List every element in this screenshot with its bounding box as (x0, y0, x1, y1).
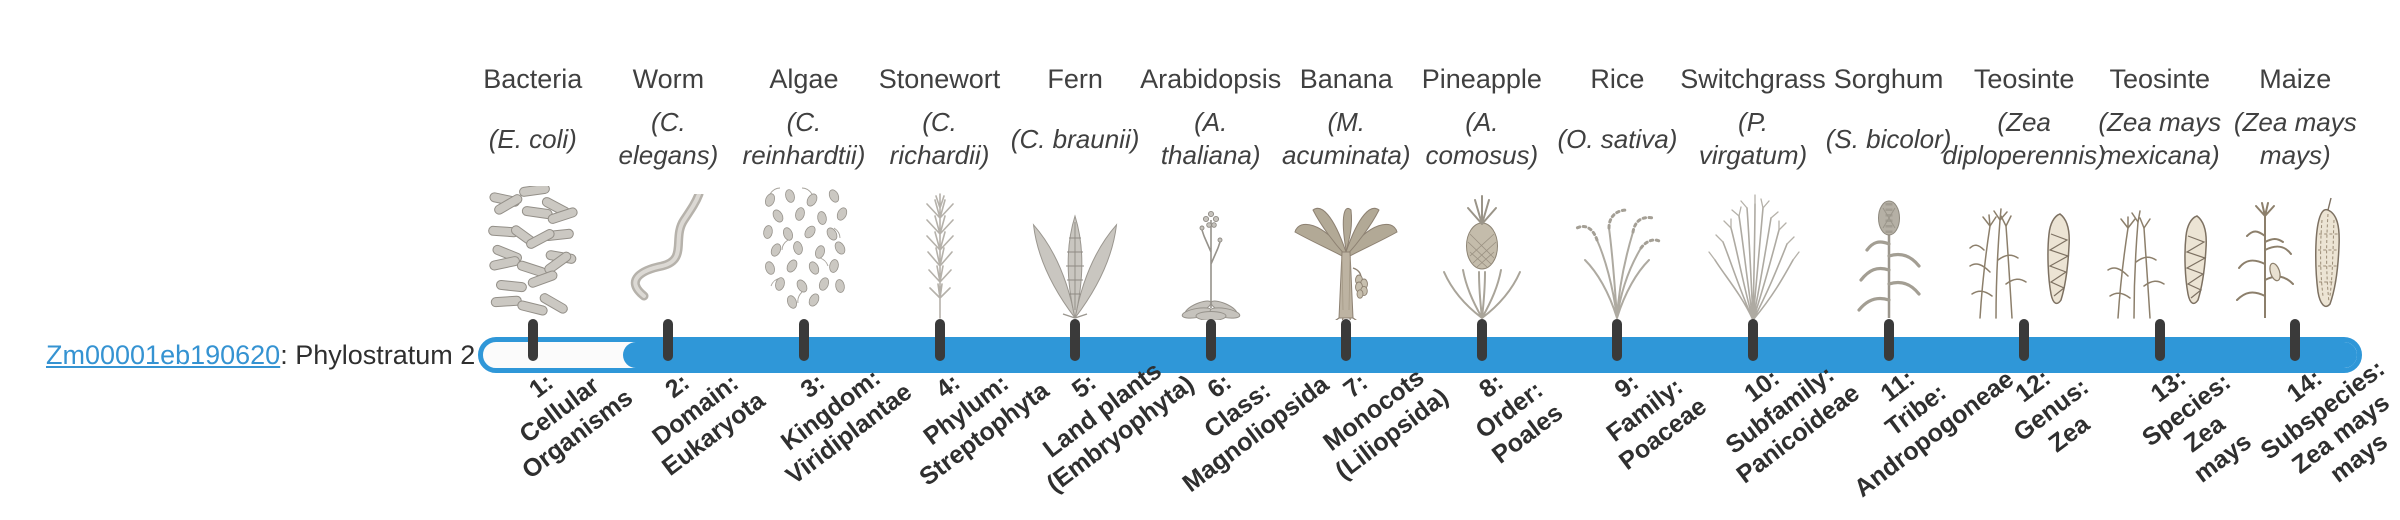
phylostratum-tick (2019, 319, 2030, 361)
organism-name: Stonewort (878, 63, 1001, 94)
organism-name: Rice (1590, 63, 1645, 94)
organism-name: Teosinte (1973, 63, 2075, 94)
organism-name: Maize (2259, 63, 2332, 94)
phylostratum-tick (1747, 319, 1758, 361)
organism-name: Sorghum (1833, 63, 1944, 94)
organism-column: Banana (M. acuminata) (1278, 56, 1414, 320)
organism-column: Bacteria (E. coli) (465, 56, 601, 320)
organism-strip: Bacteria (E. coli) Worm (C. elegans) Alg… (465, 56, 2363, 320)
organism-column: Arabidopsis (A. thaliana) (1140, 56, 1282, 320)
teosinte-mexicana-icon (2098, 176, 2222, 320)
organism-name: Teosinte (2109, 63, 2211, 94)
phylostratum-tick (934, 319, 945, 361)
organism-scientific-name: (M. acuminata) (1281, 107, 1411, 170)
organism-name: Arabidopsis (1140, 63, 1282, 94)
phylostratum-tick (1070, 319, 1081, 361)
organism-scientific-name: (Zea mays mays) (2233, 107, 2357, 170)
gene-label: Zm00001eb190620: Phylostratum 2 (46, 337, 475, 373)
maize-icon (2233, 176, 2357, 320)
organism-column: Sorghum (S. bicolor) (1821, 56, 1957, 320)
sorghum-icon (1843, 176, 1935, 320)
phylostratum-tick (1883, 319, 1894, 361)
organism-name: Pineapple (1421, 63, 1542, 94)
fern-icon (1023, 176, 1127, 320)
organism-column: Teosinte (Zea diploperennis) (1942, 56, 2106, 320)
organism-scientific-name: (S. bicolor) (1825, 123, 1952, 154)
rice-icon (1569, 176, 1665, 320)
organism-column: Fern (C. braunii) (1007, 56, 1143, 320)
gene-id-link[interactable]: Zm00001eb190620 (46, 340, 281, 370)
organism-column: Worm (C. elegans) (601, 56, 737, 320)
organism-scientific-name: (Zea diploperennis) (1942, 107, 2106, 170)
organism-name: Banana (1299, 63, 1393, 94)
organism-column: Maize (Zea mays mays) (2228, 56, 2364, 320)
organism-scientific-name: (C. braunii) (1010, 123, 1140, 154)
phylostratum-tick (1341, 319, 1352, 361)
timeline-filled-segment (623, 342, 2357, 368)
phylostratum-timeline-bar (478, 337, 2362, 373)
organism-column: Pineapple (A. comosus) (1414, 56, 1550, 320)
switchgrass-icon (1703, 176, 1803, 320)
algae-icon (756, 176, 852, 320)
banana-icon (1293, 176, 1399, 320)
bacteria-icon (487, 176, 579, 320)
organism-name: Algae (769, 63, 839, 94)
organism-column: Teosinte (Zea mays mexicana) (2092, 56, 2228, 320)
organism-scientific-name: (A. thaliana) (1160, 107, 1261, 170)
pineapple-icon (1436, 176, 1528, 320)
phylostratum-tick (798, 319, 809, 361)
organism-scientific-name: (P. virgatum) (1698, 107, 1808, 170)
stonewort-icon (894, 176, 986, 320)
organism-scientific-name: (C. richardii) (889, 107, 990, 170)
worm-icon (622, 176, 714, 320)
teosinte-diploperennis-icon (1962, 176, 2086, 320)
organism-scientific-name: (A. comosus) (1425, 107, 1539, 170)
timeline-ticks (465, 319, 2363, 361)
organism-column: Switchgrass (P. virgatum) (1680, 56, 1826, 320)
organism-name: Worm (632, 63, 705, 94)
phylostratum-tick (1612, 319, 1623, 361)
phylostratum-tick (2154, 319, 2165, 361)
organism-column: Algae (C. reinhardtii) (736, 56, 872, 320)
phylostratum-tick (663, 319, 674, 361)
phylostratum-tick (1476, 319, 1487, 361)
organism-column: Stonewort (C. richardii) (872, 56, 1008, 320)
organism-scientific-name: (E. coli) (488, 123, 577, 154)
organism-name: Fern (1047, 63, 1103, 94)
organism-name: Switchgrass (1680, 63, 1826, 94)
phylostratum-tick (2290, 319, 2301, 361)
organism-scientific-name: (C. reinhardtii) (742, 107, 866, 170)
organism-scientific-name: (O. sativa) (1557, 123, 1678, 154)
arabidopsis-icon (1165, 176, 1257, 320)
organism-column: Rice (O. sativa) (1550, 56, 1686, 320)
phylostratum-tick (1205, 319, 1216, 361)
organism-name: Bacteria (483, 63, 583, 94)
phylostratum-text: : Phylostratum 2 (280, 340, 476, 370)
phylostratum-tick (527, 319, 538, 361)
organism-scientific-name: (Zea mays mexicana) (2098, 107, 2222, 170)
stratum-labels: 1: Cellular Organisms 2: Domain: Eukaryo… (465, 354, 2395, 520)
organism-scientific-name: (C. elegans) (618, 107, 719, 170)
